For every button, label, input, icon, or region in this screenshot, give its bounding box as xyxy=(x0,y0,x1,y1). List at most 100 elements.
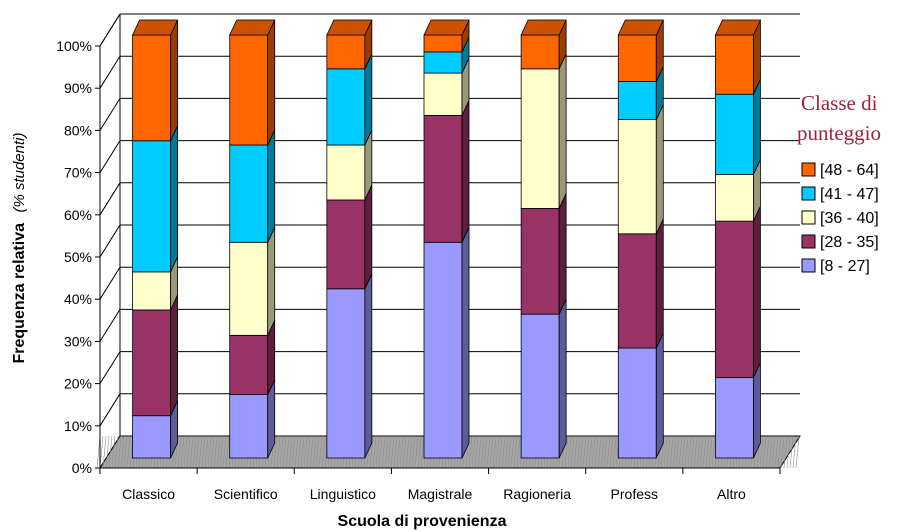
y-tick-labels: 0% 10% 20% 30% 40% 50% 60% 70% 80% 90% 100% xyxy=(56,38,100,476)
bar-stack xyxy=(423,19,470,459)
bar-stack xyxy=(229,19,276,459)
y-tick-label: 20% xyxy=(64,376,92,392)
bar-stack xyxy=(617,19,664,459)
bar-segment-side xyxy=(753,205,761,378)
bar-segment xyxy=(326,288,366,459)
x-tick-labels: Classico Scientifico Linguistico Magistrale… xyxy=(99,468,781,502)
legend-item: [8 - 27] xyxy=(801,258,870,275)
bar-segment xyxy=(132,140,171,273)
x-tick-label: Magistrale xyxy=(408,486,473,502)
bar-segment xyxy=(520,208,560,315)
bar-segment-side xyxy=(170,19,178,141)
bar-segment-side xyxy=(267,227,276,336)
x-tick-label: Classico xyxy=(122,486,175,502)
bar-segment-side xyxy=(655,104,664,234)
legend-swatch xyxy=(801,210,816,225)
legend-label: [41 - 47] xyxy=(820,186,879,203)
gridline xyxy=(99,351,800,384)
bar-segment xyxy=(229,241,269,336)
bar-segment xyxy=(520,34,560,70)
x-axis-title: Scuola di provenienza xyxy=(338,513,507,530)
gridline xyxy=(99,182,800,216)
bar-stack xyxy=(714,19,762,459)
legend-item: [48 - 64] xyxy=(801,162,879,179)
legend-swatch xyxy=(801,234,816,249)
gridline xyxy=(99,308,800,342)
bar-segment xyxy=(715,93,754,175)
y-tick-label: 80% xyxy=(64,122,92,138)
bar-segment-side xyxy=(267,19,276,146)
legend-label: [48 - 64] xyxy=(820,162,879,179)
x-tick-label: Altro xyxy=(717,486,746,502)
legend-item: [41 - 47] xyxy=(801,186,879,203)
gridline xyxy=(99,13,800,47)
bar-segment-side xyxy=(655,218,664,349)
y-tick-label: 50% xyxy=(64,249,92,265)
y-axis-title-main: Frequenza relativa xyxy=(11,223,28,364)
y-tick-label: 0% xyxy=(72,460,92,476)
y-tick-label: 90% xyxy=(64,80,92,96)
bar-segment xyxy=(715,34,754,95)
gridline xyxy=(99,266,800,300)
bar-segment xyxy=(715,220,754,379)
y-axis-title: Frequenza relativa (% studenti) xyxy=(11,133,28,364)
y-axis-title-note: (% studenti) xyxy=(11,133,28,213)
y-tick-label: 30% xyxy=(64,333,92,349)
bar-segment xyxy=(423,72,463,116)
bar-stack xyxy=(520,19,567,459)
bar-segment xyxy=(423,51,463,74)
bars xyxy=(131,19,762,459)
x-tick-label: Linguistico xyxy=(310,486,376,502)
bar-stack xyxy=(131,19,179,459)
bar-segment xyxy=(229,144,269,243)
bar-segment-side xyxy=(655,332,664,459)
bar-segment-side xyxy=(558,53,567,209)
legend-title-line-2: punteggio xyxy=(797,121,881,145)
bar-segment xyxy=(520,68,560,209)
legend-title-line-1: Classe di xyxy=(801,91,878,115)
bar-top xyxy=(520,19,567,36)
bar-segment-side xyxy=(364,184,373,289)
y-tick-label: 70% xyxy=(64,165,92,181)
bar-top xyxy=(617,19,664,36)
legend: [48 - 64] [41 - 47] [36 - 40] [28 - 35] [8 -… xyxy=(801,162,879,275)
bar-segment-side xyxy=(461,227,470,459)
legend-label: [36 - 40] xyxy=(820,210,879,227)
bar-segment xyxy=(617,347,657,459)
y-tick-label: 60% xyxy=(64,207,92,223)
bar-segment-side xyxy=(558,193,567,315)
y-tick-label: 40% xyxy=(64,291,92,307)
bar-segment xyxy=(326,68,366,146)
bar-segment xyxy=(132,34,171,142)
bar-segment xyxy=(617,81,657,120)
bar-top xyxy=(714,19,762,36)
y-tick-label: 10% xyxy=(64,418,92,434)
gridline xyxy=(99,224,800,258)
bar-segment xyxy=(423,34,463,53)
bar-segment-side xyxy=(753,362,761,459)
bar-top xyxy=(423,19,470,36)
bar-segment xyxy=(617,119,657,235)
bar-segment xyxy=(423,241,463,459)
bar-top xyxy=(131,19,179,36)
bar-segment xyxy=(229,34,269,146)
bar-segment-side xyxy=(170,294,178,416)
bar-segment-side xyxy=(267,129,276,243)
bar-stack xyxy=(326,19,373,459)
bar-segment xyxy=(326,199,366,290)
bar-segment xyxy=(326,144,366,201)
legend-label: [8 - 27] xyxy=(820,258,870,275)
bar-top xyxy=(229,19,276,36)
bar-segment-side xyxy=(753,79,761,175)
bar-segment xyxy=(423,114,463,243)
legend-swatch xyxy=(801,162,816,177)
bar-segment xyxy=(229,334,269,395)
gridline xyxy=(99,393,800,427)
gridline xyxy=(99,140,800,173)
bar-segment xyxy=(715,377,754,459)
bar-segment xyxy=(715,174,754,222)
x-tick-label: Profess xyxy=(611,486,658,502)
bar-segment xyxy=(326,34,366,70)
bar-segment xyxy=(617,34,657,82)
y-tick-label: 100% xyxy=(56,38,92,54)
